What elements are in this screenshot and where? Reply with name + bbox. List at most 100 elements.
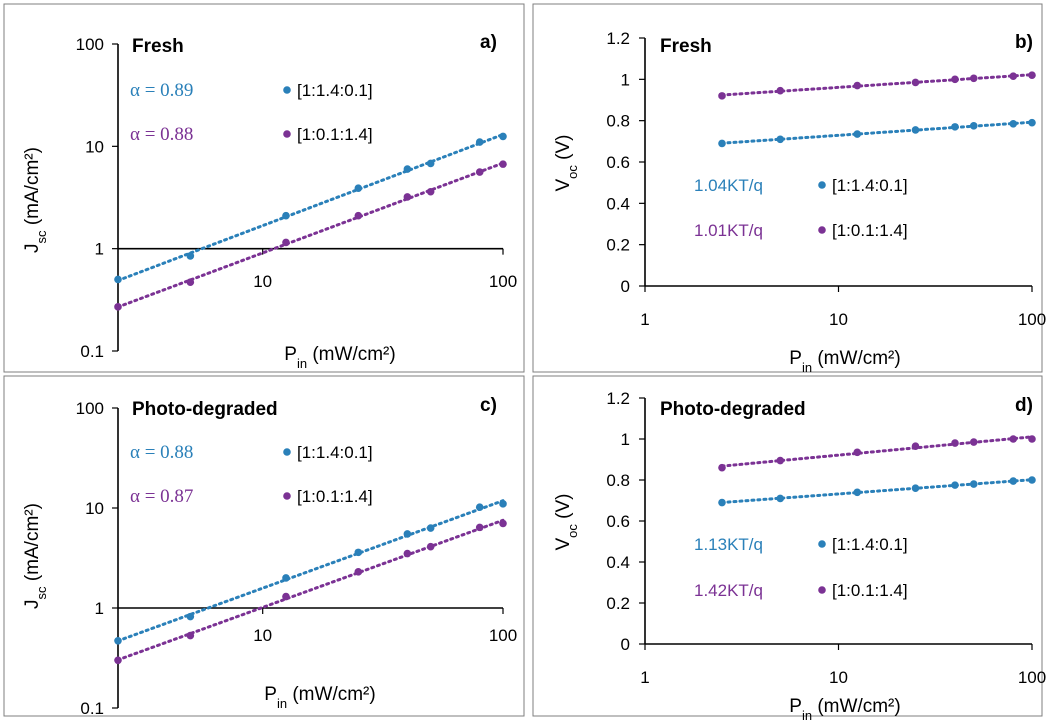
series-0 (718, 476, 1036, 507)
panel-label: a) (480, 32, 497, 53)
fit-line (720, 435, 1034, 468)
data-point (426, 524, 435, 532)
data-point (776, 86, 785, 95)
y-tick-label: 0.6 (606, 512, 630, 531)
data-point (403, 549, 412, 558)
data-point (853, 130, 862, 138)
data-point (282, 211, 290, 220)
data-point (354, 568, 363, 576)
series-1 (114, 518, 507, 665)
data-point (718, 139, 726, 148)
legend-label: [1:1.4:0.1] (832, 176, 908, 195)
y-tick-label: 0.2 (606, 594, 630, 613)
legend-marker (283, 448, 291, 456)
panel-border (3, 3, 525, 373)
x-tick-label: 10 (253, 626, 272, 645)
series-annotation: 1.04KT/q (694, 176, 763, 195)
data-point (475, 138, 484, 146)
data-point (951, 439, 959, 447)
panel-border (532, 3, 1043, 373)
x-tick-label: 1 (640, 668, 649, 687)
data-point (951, 123, 959, 131)
series-0 (114, 499, 507, 645)
panel-b: 0 0.2 0.4 0.6 0.8 1 1.2 1 10 100 Fresh b) Pin (mW/cm… (532, 3, 1046, 375)
y-tick-label: 1 (621, 430, 630, 449)
legend-label: [1:0.1:1.4] (832, 581, 908, 600)
data-point (1028, 476, 1036, 484)
fit-line (116, 518, 505, 662)
y-axis-label: Voc (V) (553, 134, 580, 191)
y-tick-label: 0 (621, 277, 630, 296)
data-point (354, 548, 363, 557)
data-point (403, 193, 412, 201)
data-point (1009, 72, 1018, 81)
x-tick-label: 10 (253, 272, 272, 291)
data-point (1028, 71, 1036, 79)
y-axis-label: Jsc (mA/cm²) (22, 503, 49, 609)
panel-d: 0 0.2 0.4 0.6 0.8 1 1.2 1 10 100 Photo-degraded d) P… (532, 375, 1046, 720)
x-axis-label: Pin (mW/cm²) (284, 344, 395, 371)
data-point (426, 542, 435, 551)
legend-label: [1:0.1:1.4] (297, 125, 373, 144)
data-point (1028, 435, 1036, 443)
fit-line (116, 133, 505, 282)
y-axis-label: Jsc (mA/cm²) (22, 147, 49, 253)
data-point (718, 498, 726, 507)
data-point (1009, 435, 1018, 443)
y-axis-label: Voc (V) (553, 493, 580, 550)
x-tick-label: 100 (489, 272, 517, 291)
y-tick-label: 1.2 (606, 389, 630, 408)
data-point (282, 238, 290, 247)
data-point (951, 75, 959, 84)
y-tick-label: 1 (95, 599, 104, 618)
data-point (186, 612, 195, 621)
data-point (282, 574, 290, 582)
series-annotation: α = 0.87 (130, 486, 193, 507)
data-point (186, 631, 195, 640)
series-annotation: α = 0.88 (130, 442, 193, 463)
series-annotation: α = 0.89 (130, 80, 193, 101)
y-tick-label: 0 (621, 635, 630, 654)
data-point (403, 165, 412, 173)
x-tick-label: 100 (1018, 310, 1046, 329)
series-1 (114, 160, 507, 311)
series-1 (718, 71, 1036, 100)
legend-label: [1:1.4:0.1] (832, 535, 908, 554)
data-point (114, 275, 122, 284)
data-point (354, 211, 363, 220)
data-point (969, 74, 978, 83)
legend-label: [1:1.4:0.1] (297, 81, 373, 100)
panel-border (3, 375, 525, 717)
panel-border (532, 375, 1043, 717)
legend-marker (818, 586, 826, 594)
series-0 (718, 118, 1036, 148)
y-tick-label: 0.4 (606, 553, 630, 572)
series-annotation: α = 0.88 (130, 124, 193, 145)
y-tick-label: 0.8 (606, 112, 630, 131)
data-point (186, 278, 195, 287)
data-point (499, 132, 507, 141)
fit-line (116, 499, 505, 643)
data-point (114, 656, 122, 665)
data-point (951, 481, 959, 489)
data-point (475, 168, 484, 176)
series-0 (114, 132, 507, 284)
y-tick-label: 100 (76, 35, 104, 54)
panel-label: b) (1015, 32, 1033, 53)
x-axis-label: Pin (mW/cm²) (789, 348, 900, 375)
data-point (282, 592, 290, 601)
data-point (853, 81, 862, 90)
panel-label: d) (1015, 395, 1033, 416)
data-point (426, 159, 435, 168)
x-tick-label: 100 (1018, 668, 1046, 687)
y-tick-label: 10 (85, 137, 104, 156)
panel-label: c) (480, 395, 497, 416)
series-annotation: 1.01KT/q (694, 221, 763, 240)
series-1 (718, 435, 1036, 472)
legend-marker (818, 226, 826, 234)
x-tick-label: 100 (489, 626, 517, 645)
legend-marker (283, 492, 291, 500)
legend-label: [1:1.4:0.1] (297, 443, 373, 462)
